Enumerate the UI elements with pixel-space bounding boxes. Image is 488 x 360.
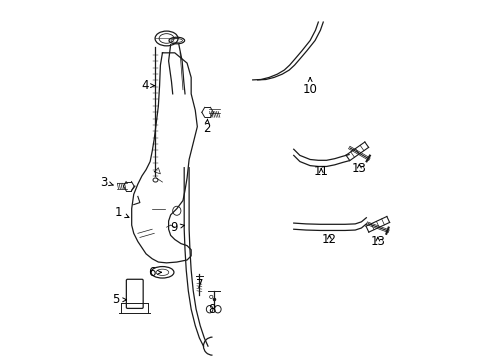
Text: 7: 7 [195, 278, 203, 291]
Text: 12: 12 [321, 233, 336, 246]
Text: 6: 6 [147, 266, 161, 279]
Text: 13: 13 [369, 235, 385, 248]
Text: 11: 11 [313, 165, 328, 178]
Text: 4: 4 [141, 79, 154, 92]
Text: 3: 3 [100, 176, 113, 189]
Text: 10: 10 [302, 77, 317, 96]
Text: 1: 1 [115, 206, 129, 219]
Text: 8: 8 [207, 303, 215, 316]
Text: 9: 9 [170, 221, 184, 234]
Text: 5: 5 [112, 293, 126, 306]
Text: 2: 2 [203, 119, 210, 135]
Text: 13: 13 [351, 162, 366, 175]
